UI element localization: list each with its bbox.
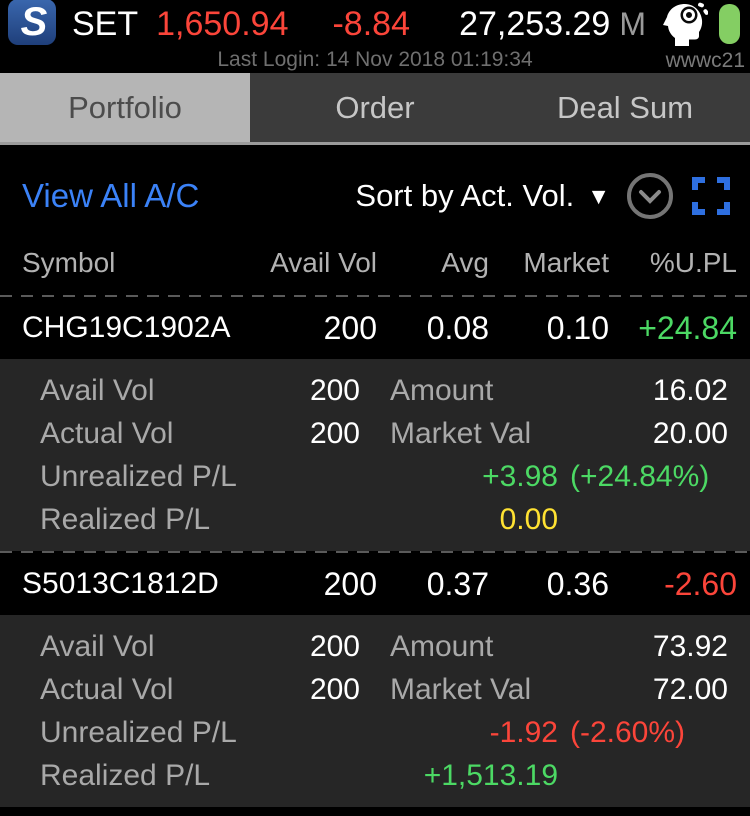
last-login-text: Last Login: 14 Nov 2018 01:19:34 (217, 48, 533, 71)
header-pct-upl: %U.PL (649, 247, 737, 278)
avail-vol-detail-value: 200 (309, 373, 360, 407)
avail-vol-value: 200 (323, 309, 377, 346)
amount-value: 73.92 (652, 629, 728, 663)
avail-vol-label: Avail Vol (40, 373, 155, 407)
actual-vol-value: 200 (309, 672, 360, 706)
actual-vol-value: 200 (309, 416, 360, 450)
tab-order[interactable]: Order (250, 73, 500, 142)
chevron-down-circle-icon[interactable] (627, 173, 673, 219)
unrealized-pl-label: Unrealized P/L (40, 715, 237, 749)
pct-upl-value: -2.60 (664, 565, 737, 602)
terminal-code: wwwc21 (665, 49, 745, 72)
position-detail-chg19c1902a: Avail Vol 200 Amount 16.02 Actual Vol 20… (0, 359, 750, 551)
symbol-name: CHG19C1902A (22, 311, 231, 344)
unrealized-pl-label: Unrealized P/L (40, 459, 237, 493)
avg-value: 0.08 (426, 309, 489, 346)
detail-row-actual: Actual Vol 200 Market Val 72.00 (40, 668, 728, 711)
realized-pl-value: 0.00 (499, 502, 558, 536)
table-row-chg19c1902a[interactable]: CHG19C1902A 200 0.08 0.10 +24.84 (0, 297, 750, 359)
sort-desc-triangle-icon: ▼ (587, 182, 610, 209)
svg-text:S: S (21, 0, 48, 44)
dashed-divider (0, 295, 750, 297)
header-avail-vol: Avail Vol (270, 247, 377, 278)
main-tabbar: Portfolio Order Deal Sum (0, 73, 750, 145)
detail-row-unrealized: Unrealized P/L -1.92 (-2.60%) (40, 711, 728, 754)
sort-control[interactable]: Sort by Act. Vol. ▼ (355, 178, 610, 214)
market-val-label: Market Val (390, 672, 532, 706)
symbol-name: S5013C1812D (22, 567, 219, 600)
market-status-bar: S SET 1,650.94 -8.84 27,253.29 M (0, 0, 750, 48)
tab-deal-sum-label: Deal Sum (556, 89, 694, 125)
portfolio-toolbar: View All A/C Sort by Act. Vol. ▼ (0, 161, 750, 231)
detail-row-vol: Avail Vol 200 Amount 73.92 (40, 625, 728, 668)
unrealized-pl-value: -1.92 (489, 715, 558, 749)
detail-row-unrealized: Unrealized P/L +3.98 (+24.84%) (40, 455, 728, 498)
avail-vol-detail-value: 200 (309, 629, 360, 663)
detail-row-realized: Realized P/L +1,513.19 (40, 754, 728, 797)
index-change: -8.84 (332, 4, 410, 43)
market-value: 0.36 (546, 565, 609, 602)
detail-row-realized: Realized P/L 0.00 (40, 498, 728, 541)
actual-vol-label: Actual Vol (40, 672, 174, 706)
pct-upl-value: +24.84 (638, 309, 737, 346)
index-value: 1,650.94 (156, 4, 289, 43)
amount-label: Amount (390, 629, 494, 663)
position-detail-s5013c1812d: Avail Vol 200 Amount 73.92 Actual Vol 20… (0, 615, 750, 807)
market-volume: 27,253.29 (459, 4, 611, 43)
realized-pl-value: +1,513.19 (423, 758, 558, 792)
market-value: 0.10 (546, 309, 609, 346)
avail-vol-value: 200 (323, 565, 377, 602)
sort-label: Sort by Act. Vol. (355, 178, 575, 213)
detail-row-actual: Actual Vol 200 Market Val 20.00 (40, 412, 728, 455)
detail-row-vol: Avail Vol 200 Amount 16.02 (40, 369, 728, 412)
realized-pl-label: Realized P/L (40, 502, 211, 536)
tab-deal-sum[interactable]: Deal Sum (500, 73, 750, 142)
actual-vol-label: Actual Vol (40, 416, 174, 450)
unrealized-pl-value: +3.98 (482, 459, 558, 493)
market-volume-group: 27,253.29 M (459, 5, 646, 44)
header-avg: Avg (441, 247, 489, 278)
view-all-accounts-link[interactable]: View All A/C (22, 177, 200, 214)
login-bar: Last Login: 14 Nov 2018 01:19:34 wwwc21 (0, 48, 750, 73)
volume-unit: M (619, 5, 646, 42)
dashed-divider (0, 551, 750, 553)
avg-value: 0.37 (426, 565, 489, 602)
header-symbol: Symbol (22, 247, 116, 278)
tab-portfolio-label: Portfolio (68, 89, 182, 125)
avail-vol-label: Avail Vol (40, 629, 155, 663)
table-header-row: Symbol Avail Vol Avg Market %U.PL (0, 231, 750, 295)
tab-order-label: Order (335, 89, 415, 125)
market-val-value: 20.00 (652, 416, 728, 450)
assistant-head-icon[interactable] (662, 2, 708, 46)
market-label: SET (72, 4, 139, 43)
table-row-s5013c1812d[interactable]: S5013C1812D 200 0.37 0.36 -2.60 (0, 553, 750, 615)
unrealized-pl-pct: (-2.60%) (570, 715, 686, 749)
settrade-logo-icon: S (8, 0, 56, 45)
header-market: Market (523, 247, 609, 278)
unrealized-pl-pct: (+24.84%) (570, 459, 710, 493)
expand-fullscreen-icon[interactable] (692, 177, 730, 215)
amount-label: Amount (390, 373, 494, 407)
green-status-pill (719, 4, 740, 44)
market-val-label: Market Val (390, 416, 532, 450)
tab-portfolio[interactable]: Portfolio (0, 73, 250, 142)
amount-value: 16.02 (652, 373, 728, 407)
market-val-value: 72.00 (652, 672, 728, 706)
realized-pl-label: Realized P/L (40, 758, 211, 792)
